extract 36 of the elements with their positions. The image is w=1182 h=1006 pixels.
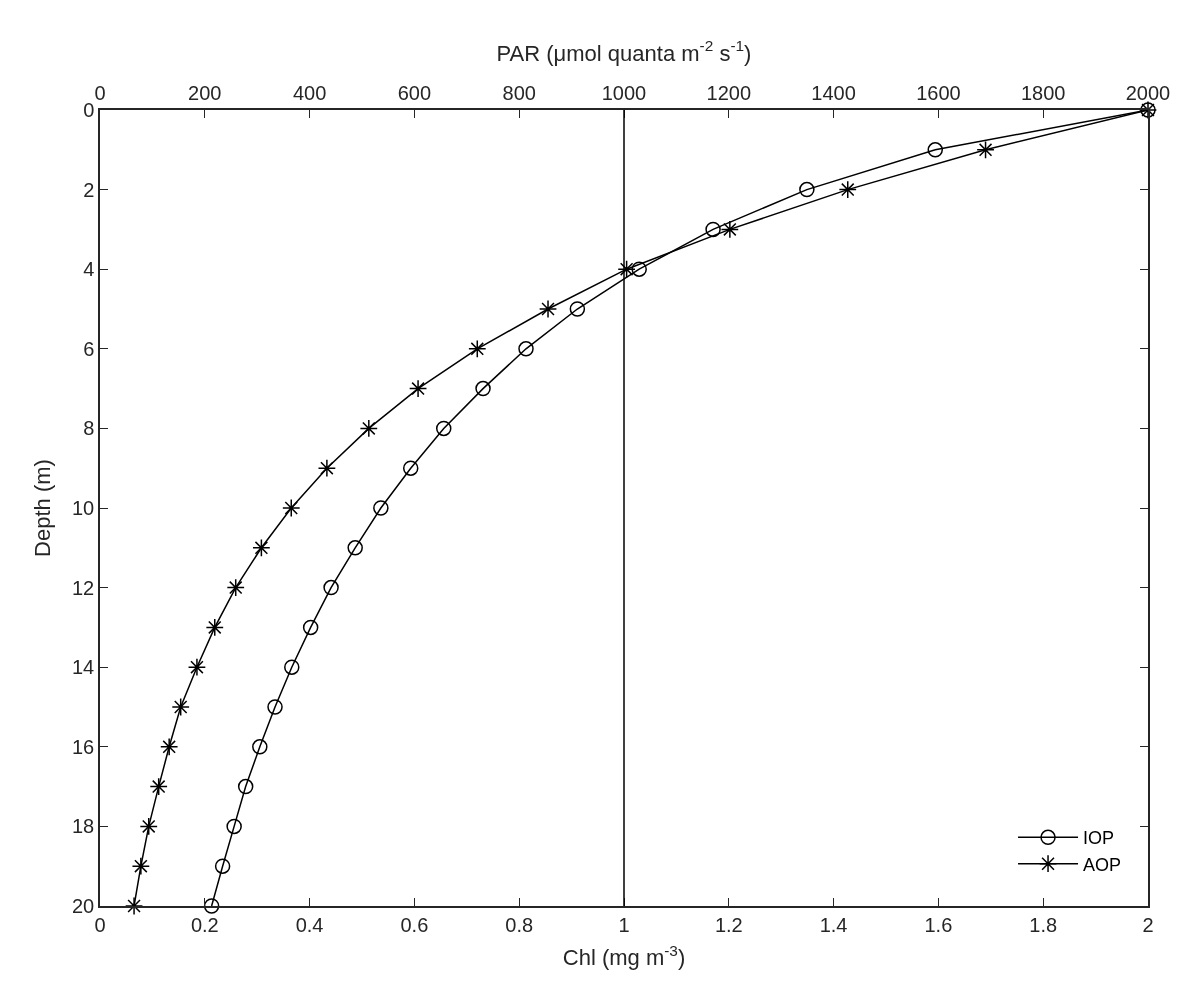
x2-tick-label: 1200 xyxy=(706,82,752,105)
x2-tick-label: 200 xyxy=(188,82,222,105)
y-tick-label: 14 xyxy=(72,656,95,679)
x2-tick-label: 2000 xyxy=(1125,82,1171,105)
x-tick-label: 0.6 xyxy=(400,913,429,936)
x-tick-label: 0.2 xyxy=(190,913,219,936)
x-tick-label: 1.6 xyxy=(924,913,953,936)
y-tick-label: 8 xyxy=(83,417,95,440)
x-axis-title: Chl (mg m$^{-3}$) xyxy=(562,941,686,971)
y-tick-label: 0 xyxy=(83,99,95,121)
x2-tick-label: 1400 xyxy=(811,82,856,105)
y-tick-label: 18 xyxy=(72,815,95,838)
x-tick-label: 1.4 xyxy=(819,913,848,936)
x2-tick-label: 1000 xyxy=(601,82,647,105)
x-tick-label: 1.8 xyxy=(1029,913,1058,936)
x2-tick-label: 1600 xyxy=(916,82,961,105)
y-axis-title: Depth (m) xyxy=(30,459,56,557)
y-tick-label: 12 xyxy=(72,576,95,599)
y-tick-label: 2 xyxy=(83,178,95,201)
x-tick-label: 0.4 xyxy=(295,913,324,936)
y-tick-label: 16 xyxy=(72,735,95,758)
legend-label: IOP xyxy=(1083,828,1115,849)
x2-tick-label: 600 xyxy=(397,82,432,105)
x2-axis-title: PAR (μmol quanta m$^{-2}$ s$^{-1}$) xyxy=(496,37,752,66)
y-tick-label: 4 xyxy=(83,258,95,281)
y-tick-label: 10 xyxy=(72,497,95,519)
x2-tick-label: 800 xyxy=(502,82,536,105)
x-tick-label: 0.8 xyxy=(505,913,534,936)
y-tick-label: 6 xyxy=(83,337,95,360)
y-tick-label: 20 xyxy=(72,895,95,917)
x-tick-label: 1.2 xyxy=(714,913,743,936)
x2-tick-label: 1800 xyxy=(1020,82,1066,105)
x-tick-label: 2 xyxy=(1142,913,1154,936)
legend-label: AOP xyxy=(1083,854,1122,875)
x2-tick-label: 400 xyxy=(292,82,327,105)
x-tick-label: 1 xyxy=(618,913,630,936)
